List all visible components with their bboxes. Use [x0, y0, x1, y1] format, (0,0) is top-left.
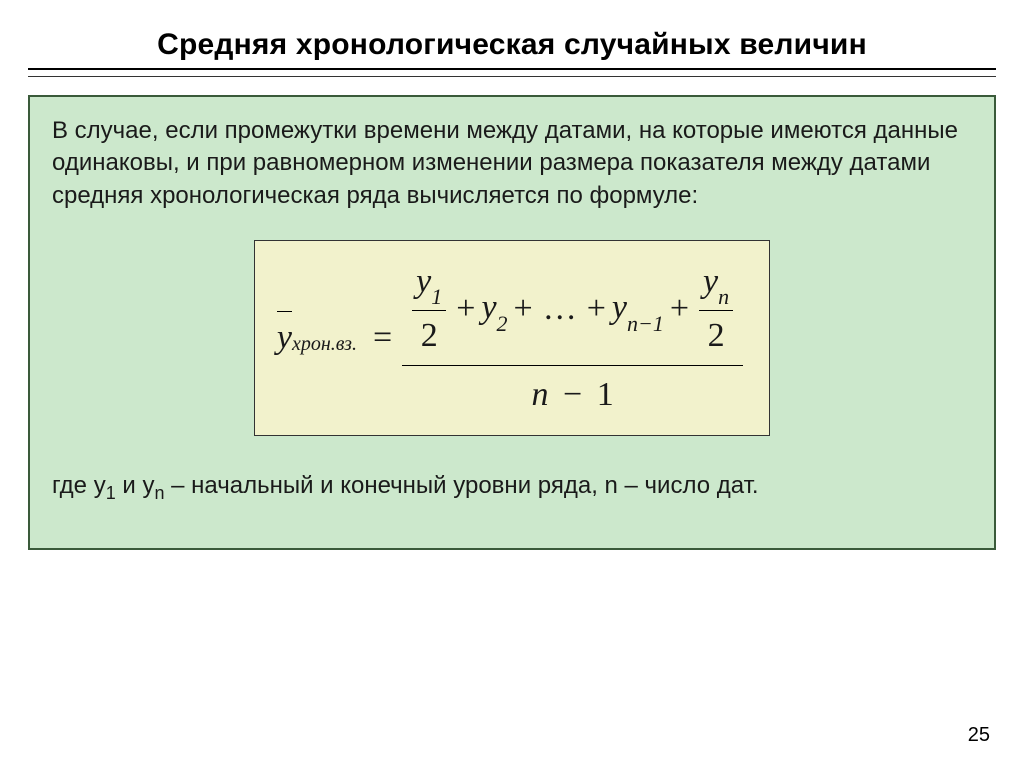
term-yn-1: yn−1	[612, 285, 664, 333]
term-y2: y2	[481, 285, 507, 333]
frac-yn-2: yn 2	[699, 259, 733, 358]
footer-pre: где y	[52, 472, 106, 499]
denominator: n − 1	[532, 366, 614, 418]
footer-mid: и y	[116, 472, 155, 499]
intro-paragraph: В случае, если промежутки времени между …	[52, 115, 972, 212]
frac-y1-2: y1 2	[412, 259, 446, 358]
y-bar: y	[277, 315, 292, 361]
plus-3: +	[587, 286, 606, 332]
main-fraction: y1 2 + y2 + … + yn−1 + yn	[402, 259, 743, 417]
plus-1: +	[456, 286, 475, 332]
footer-subn: n	[154, 483, 164, 503]
footer-post: – начальный и конечный уровни ряда, n – …	[164, 472, 758, 499]
page-number: 25	[968, 724, 990, 747]
y-symbol: y	[277, 319, 292, 356]
dots: …	[543, 286, 577, 332]
formula-lhs: y хрон.вз.	[277, 315, 357, 361]
equals-sign: =	[373, 315, 392, 361]
formula-wrapper: y хрон.вз. = y1 2 + y2 +	[52, 240, 972, 436]
footer-sub1: 1	[106, 483, 116, 503]
formula-box: y хрон.вз. = y1 2 + y2 +	[254, 240, 770, 436]
plus-2: +	[514, 286, 533, 332]
footer-paragraph: где y1 и yn – начальный и конечный уровн…	[52, 470, 972, 505]
numerator: y1 2 + y2 + … + yn−1 + yn	[402, 259, 743, 364]
slide: Средняя хронологическая случайных величи…	[0, 0, 1024, 767]
lhs-subscript: хрон.вз.	[292, 331, 357, 358]
title-underline	[28, 68, 996, 77]
slide-title: Средняя хронологическая случайных величи…	[28, 28, 996, 62]
plus-4: +	[670, 286, 689, 332]
content-box: В случае, если промежутки времени между …	[28, 95, 996, 550]
